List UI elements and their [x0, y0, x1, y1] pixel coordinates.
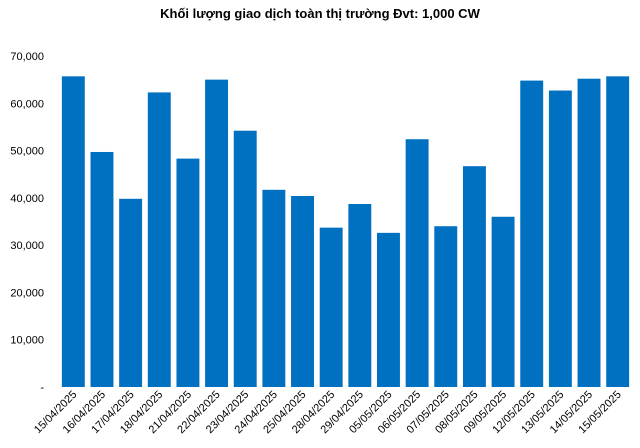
bar	[577, 78, 601, 387]
bar-series	[61, 76, 630, 388]
bar	[90, 151, 114, 387]
bar	[520, 80, 544, 387]
bar	[61, 76, 85, 387]
y-axis: - 10,000 20,000 30,000 40,000 50,000 60,000 70,…	[10, 51, 44, 394]
y-tick-label: -	[40, 382, 44, 394]
bar	[348, 204, 372, 387]
y-tick-label: 60,000	[10, 98, 44, 110]
bar	[147, 92, 171, 387]
chart-title: Khối lượng giao dịch toàn thị trường Đvt…	[160, 6, 480, 21]
bar	[291, 195, 314, 387]
y-tick-label: 40,000	[10, 193, 44, 205]
bar	[233, 130, 257, 387]
bar	[377, 232, 400, 387]
bar	[462, 166, 486, 387]
bar	[405, 139, 429, 387]
bar	[606, 76, 630, 387]
y-tick-label: 10,000	[10, 335, 44, 347]
bar	[262, 189, 286, 387]
bar	[491, 216, 515, 387]
y-tick-label: 70,000	[10, 51, 44, 63]
y-tick-label: 30,000	[10, 240, 44, 252]
bar	[205, 79, 229, 387]
bar	[434, 226, 458, 387]
bar	[319, 227, 343, 387]
bar	[176, 158, 200, 387]
x-axis: 15/04/202516/04/202517/04/202518/04/2025…	[32, 389, 624, 436]
y-tick-label: 20,000	[10, 287, 44, 299]
y-tick-label: 50,000	[10, 146, 44, 158]
bar	[548, 90, 572, 388]
bar	[119, 198, 143, 387]
